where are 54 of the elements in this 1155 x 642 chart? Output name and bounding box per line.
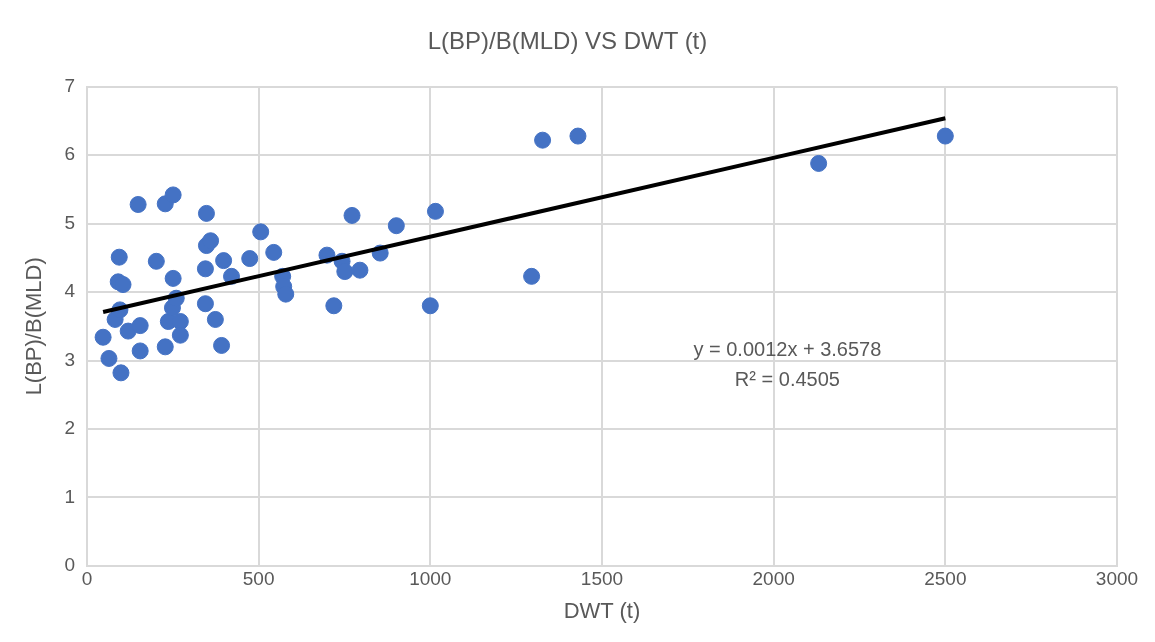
x-tick-label: 500 (242, 568, 275, 590)
x-tick-label: 2500 (924, 568, 967, 590)
point (164, 186, 182, 204)
y-tick-label: 3 (64, 348, 75, 370)
point (215, 252, 233, 270)
point (569, 127, 587, 145)
point (202, 232, 220, 250)
point (241, 250, 259, 268)
point (131, 342, 149, 360)
point (171, 326, 189, 344)
y-tick-label: 7 (64, 75, 75, 97)
point (936, 127, 954, 145)
point (131, 317, 149, 335)
point (147, 252, 165, 270)
x-tick-label: 1000 (409, 568, 452, 590)
x-tick-label: 0 (81, 568, 93, 590)
y-tick-label: 0 (64, 554, 75, 576)
point (197, 204, 215, 222)
point (523, 267, 541, 285)
point (196, 295, 214, 313)
point (387, 217, 405, 235)
point (164, 269, 182, 287)
point (810, 154, 828, 172)
x-tick-label: 1500 (580, 568, 624, 590)
y-tick-label: 6 (64, 143, 75, 165)
point (265, 243, 283, 261)
x-axis-title: DWT (t) (563, 597, 641, 623)
point (325, 297, 343, 315)
point (94, 328, 112, 346)
point (206, 310, 224, 328)
point (100, 349, 118, 367)
annotation: y = 0.0012x + 3.6578 (693, 337, 882, 360)
point (213, 336, 231, 354)
y-tick-label: 2 (64, 417, 75, 439)
point (343, 206, 361, 224)
point (534, 131, 552, 149)
point (252, 223, 270, 241)
point (336, 263, 354, 281)
y-tick-label: 4 (64, 280, 76, 302)
annotation: R² = 0.4505 (734, 367, 840, 390)
chart-title: L(BP)/B(MLD) VS DWT (t) (427, 27, 708, 55)
x-tick-label: 2000 (752, 568, 795, 590)
y-tick-label: 1 (64, 485, 75, 507)
point (112, 364, 130, 382)
y-axis-title: L(BP)/B(MLD) (21, 257, 47, 396)
point (129, 196, 147, 213)
x-tick-label: 3000 (1095, 568, 1139, 590)
y-tick-label: 5 (64, 211, 75, 233)
point (426, 202, 444, 220)
point (351, 261, 369, 279)
point (196, 260, 214, 278)
point (421, 297, 439, 315)
point (156, 338, 174, 356)
point (110, 248, 128, 266)
